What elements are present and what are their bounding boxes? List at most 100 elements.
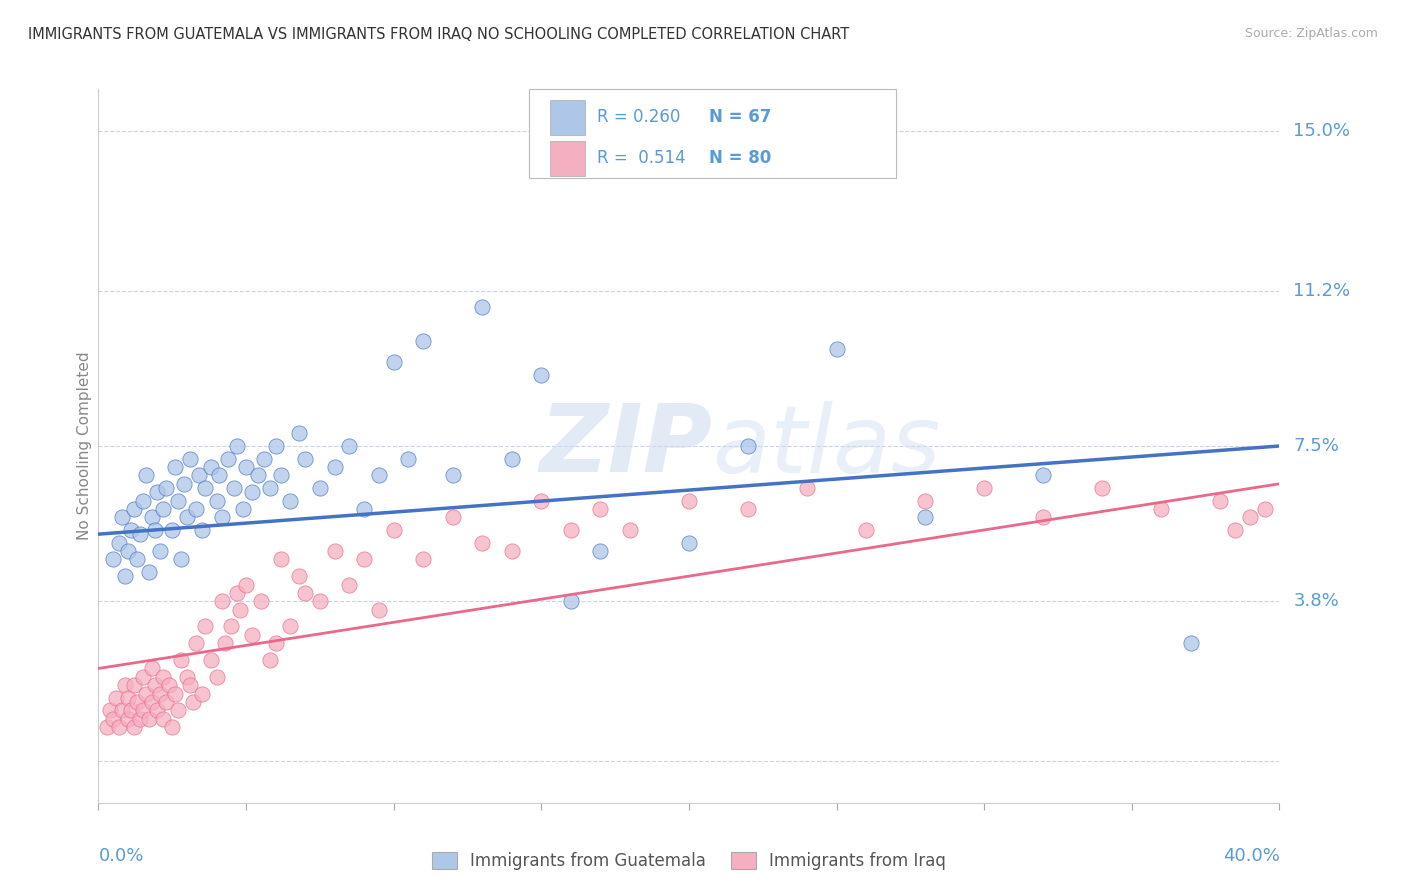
Point <box>226 439 249 453</box>
Point <box>135 468 157 483</box>
Point <box>120 703 142 717</box>
Text: 15.0%: 15.0% <box>1294 122 1350 140</box>
Point <box>353 552 375 566</box>
Point <box>914 510 936 524</box>
Point <box>246 468 269 483</box>
Y-axis label: No Schooling Completed: No Schooling Completed <box>77 351 91 541</box>
Text: ZIP: ZIP <box>540 400 713 492</box>
FancyBboxPatch shape <box>550 100 585 135</box>
Point <box>471 301 494 315</box>
Point <box>125 552 148 566</box>
Point <box>353 502 375 516</box>
Point <box>143 523 166 537</box>
Point <box>368 603 391 617</box>
Point <box>155 695 177 709</box>
Point <box>117 712 139 726</box>
Point <box>1032 468 1054 483</box>
Point <box>382 355 405 369</box>
Point <box>205 493 228 508</box>
Point <box>619 523 641 537</box>
Point <box>441 468 464 483</box>
Point <box>200 460 222 475</box>
Point <box>179 678 201 692</box>
Point <box>1223 523 1246 537</box>
Point <box>294 586 316 600</box>
Point <box>111 510 134 524</box>
Point <box>294 451 316 466</box>
Point <box>1239 510 1261 524</box>
Point <box>132 493 155 508</box>
Point <box>796 481 818 495</box>
Point <box>98 703 121 717</box>
Point <box>108 535 131 549</box>
Point <box>253 451 276 466</box>
Point <box>162 523 183 537</box>
FancyBboxPatch shape <box>550 141 585 176</box>
Point <box>560 523 582 537</box>
Text: Source: ZipAtlas.com: Source: ZipAtlas.com <box>1244 27 1378 40</box>
Point <box>138 565 160 579</box>
Point <box>224 481 246 495</box>
Point <box>530 368 553 382</box>
Point <box>259 653 281 667</box>
Point <box>141 695 163 709</box>
Point <box>194 481 217 495</box>
Point <box>229 603 252 617</box>
Point <box>589 544 612 558</box>
Point <box>181 695 204 709</box>
Point <box>270 468 292 483</box>
Text: atlas: atlas <box>713 401 941 491</box>
Point <box>560 594 582 608</box>
Point <box>114 678 136 692</box>
Point <box>1209 493 1232 508</box>
Text: 7.5%: 7.5% <box>1294 437 1340 455</box>
Point <box>146 703 169 717</box>
Point <box>396 451 419 466</box>
Point <box>501 451 523 466</box>
Point <box>240 628 263 642</box>
Point <box>122 502 145 516</box>
Point <box>184 636 207 650</box>
Point <box>264 439 287 453</box>
Point <box>138 712 160 726</box>
Point <box>170 552 193 566</box>
Text: 11.2%: 11.2% <box>1294 282 1351 300</box>
Point <box>250 594 273 608</box>
Point <box>855 523 877 537</box>
Point <box>737 439 759 453</box>
Point <box>152 670 174 684</box>
Point <box>412 552 434 566</box>
Point <box>117 544 139 558</box>
Point <box>184 502 207 516</box>
Text: N = 80: N = 80 <box>709 150 772 168</box>
Point <box>152 712 174 726</box>
Point <box>191 523 214 537</box>
Point <box>176 670 198 684</box>
Point <box>1150 502 1173 516</box>
Point <box>678 493 700 508</box>
Point <box>162 720 183 734</box>
Point <box>108 720 131 734</box>
Point <box>288 426 311 441</box>
Point <box>214 636 236 650</box>
Point <box>309 481 332 495</box>
Point <box>122 720 145 734</box>
Point <box>146 485 169 500</box>
Point <box>235 460 257 475</box>
Point <box>167 703 190 717</box>
Point <box>173 476 195 491</box>
Point <box>132 670 155 684</box>
Text: IMMIGRANTS FROM GUATEMALA VS IMMIGRANTS FROM IRAQ NO SCHOOLING COMPLETED CORRELA: IMMIGRANTS FROM GUATEMALA VS IMMIGRANTS … <box>28 27 849 42</box>
Point <box>152 502 174 516</box>
Point <box>122 678 145 692</box>
Point <box>1254 502 1277 516</box>
Point <box>264 636 287 650</box>
Point <box>143 678 166 692</box>
Point <box>149 544 172 558</box>
Point <box>114 569 136 583</box>
Point <box>96 720 118 734</box>
Point <box>103 552 125 566</box>
Point <box>309 594 332 608</box>
Point <box>678 535 700 549</box>
Point <box>187 468 209 483</box>
